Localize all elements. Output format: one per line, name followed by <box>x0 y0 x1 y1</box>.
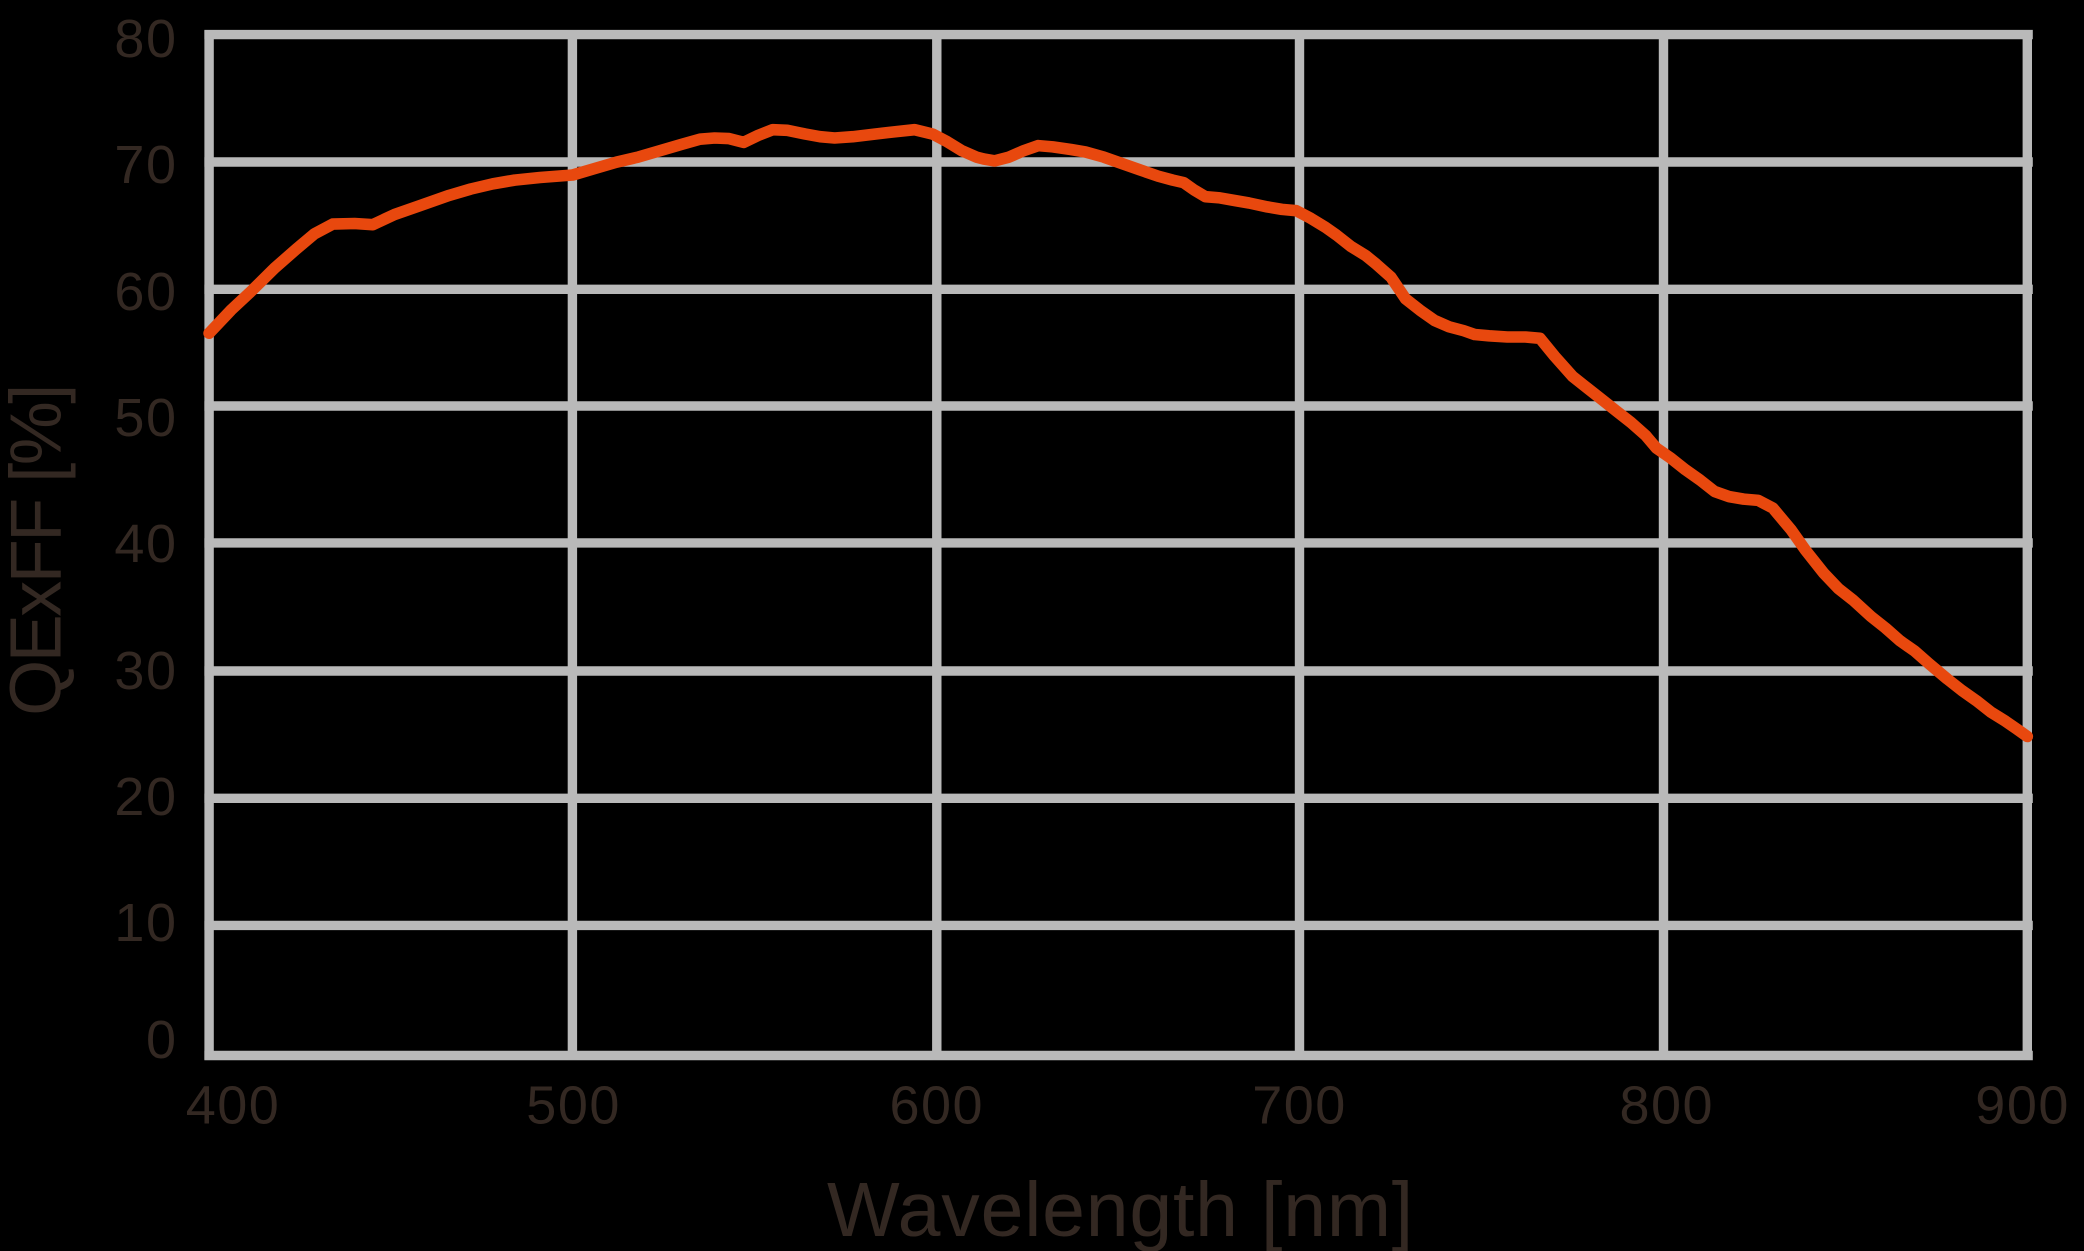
svg-text:60: 60 <box>114 262 177 322</box>
svg-text:20: 20 <box>114 767 177 827</box>
svg-text:700: 700 <box>1252 1076 1347 1136</box>
svg-text:30: 30 <box>114 641 177 701</box>
svg-text:0: 0 <box>146 1010 178 1070</box>
svg-text:70: 70 <box>114 135 177 195</box>
svg-text:10: 10 <box>114 893 177 953</box>
svg-text:500: 500 <box>526 1076 621 1136</box>
svg-text:900: 900 <box>1975 1076 2070 1136</box>
svg-text:80: 80 <box>114 9 177 69</box>
svg-text:50: 50 <box>114 388 177 448</box>
svg-text:QExFF [%]: QExFF [%] <box>0 386 76 716</box>
svg-text:600: 600 <box>889 1076 984 1136</box>
svg-text:800: 800 <box>1619 1076 1714 1136</box>
svg-text:Wavelength [nm]: Wavelength [nm] <box>827 1167 1414 1251</box>
svg-text:40: 40 <box>114 514 177 574</box>
svg-text:400: 400 <box>186 1076 281 1136</box>
